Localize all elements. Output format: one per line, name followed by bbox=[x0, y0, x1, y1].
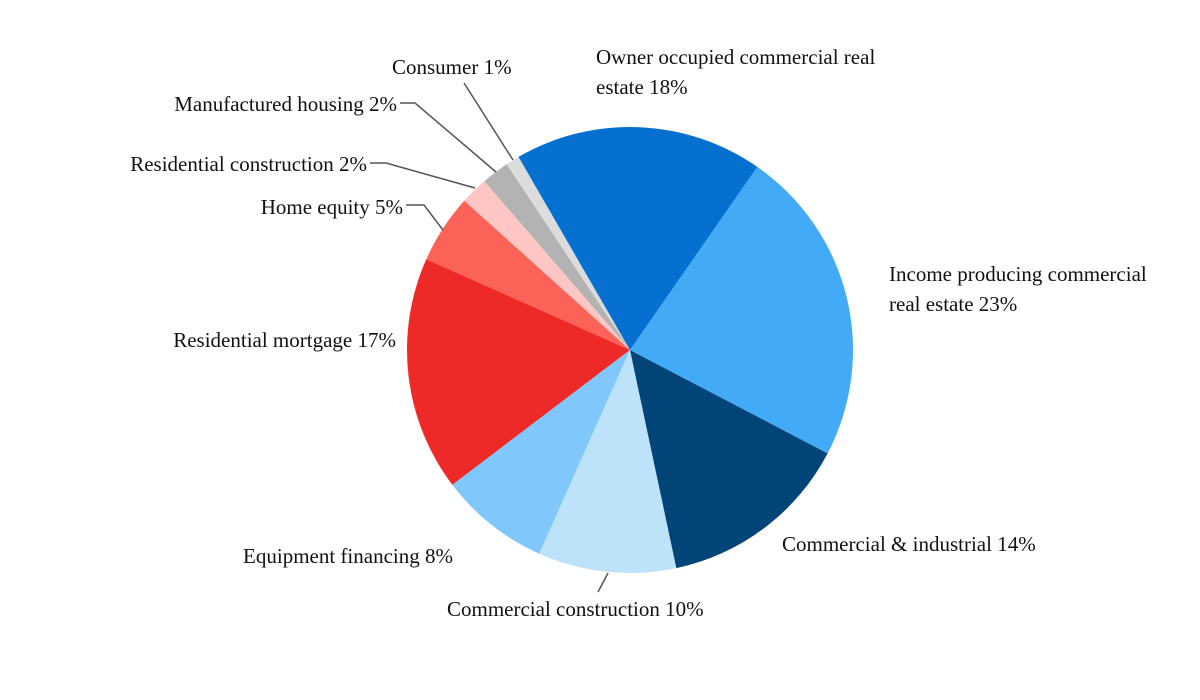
label-text: Commercial & industrial bbox=[782, 532, 992, 556]
label-text: Owner occupied commercial real estate bbox=[596, 45, 876, 99]
slice-label: Equipment financing 8% bbox=[243, 541, 453, 571]
label-text: Manufactured housing bbox=[174, 92, 364, 116]
label-text: 1% bbox=[483, 55, 512, 79]
leader-line bbox=[597, 572, 609, 593]
pie-slice bbox=[464, 181, 630, 350]
pie-slice bbox=[407, 259, 630, 485]
label-text: 10% bbox=[665, 597, 704, 621]
leader-line bbox=[400, 102, 497, 173]
slice-label: Owner occupied commercial real estate 18… bbox=[596, 42, 881, 102]
slice-label: Consumer 1% bbox=[392, 52, 512, 82]
label-text: 14% bbox=[997, 532, 1036, 556]
label-text: 8% bbox=[425, 544, 453, 568]
pie-slice bbox=[426, 200, 630, 350]
pie-slice bbox=[506, 156, 630, 350]
slice-label: Manufactured housing 2% bbox=[174, 89, 397, 119]
label-text: 23% bbox=[978, 292, 1018, 316]
slice-label: Residential construction 2% bbox=[130, 149, 367, 179]
label-text: Home equity bbox=[260, 195, 370, 219]
pie-slice bbox=[630, 166, 853, 454]
label-text: 2% bbox=[339, 152, 367, 176]
slice-label: Home equity 5% bbox=[261, 192, 403, 222]
leader-line bbox=[463, 82, 514, 161]
label-text: Consumer bbox=[392, 55, 479, 79]
label-text: 2% bbox=[369, 92, 397, 116]
slice-label: Residential mortgage 17% bbox=[173, 325, 396, 355]
slice-label: Income producing commercial real estate … bbox=[889, 259, 1159, 319]
label-text: 17% bbox=[357, 328, 397, 352]
label-text: Income producing commercial real estate bbox=[889, 262, 1147, 316]
label-text: Commercial construction bbox=[447, 597, 660, 621]
label-text: 18% bbox=[649, 75, 688, 99]
leader-line bbox=[406, 204, 444, 231]
label-text: Equipment financing bbox=[243, 544, 420, 568]
pie-slice bbox=[630, 350, 828, 569]
pie-slice bbox=[484, 164, 630, 350]
leader-lines bbox=[370, 82, 609, 593]
pie-slice bbox=[539, 350, 677, 573]
pie-slice bbox=[518, 127, 758, 351]
slice-label: Commercial construction 10% bbox=[447, 594, 704, 624]
leader-line bbox=[370, 162, 476, 189]
label-text: 5% bbox=[375, 195, 403, 219]
label-text: Residential construction bbox=[130, 152, 334, 176]
slice-label: Commercial & industrial 14% bbox=[782, 529, 1036, 559]
pie-slice bbox=[452, 350, 630, 554]
label-text: Residential mortgage bbox=[173, 328, 353, 352]
